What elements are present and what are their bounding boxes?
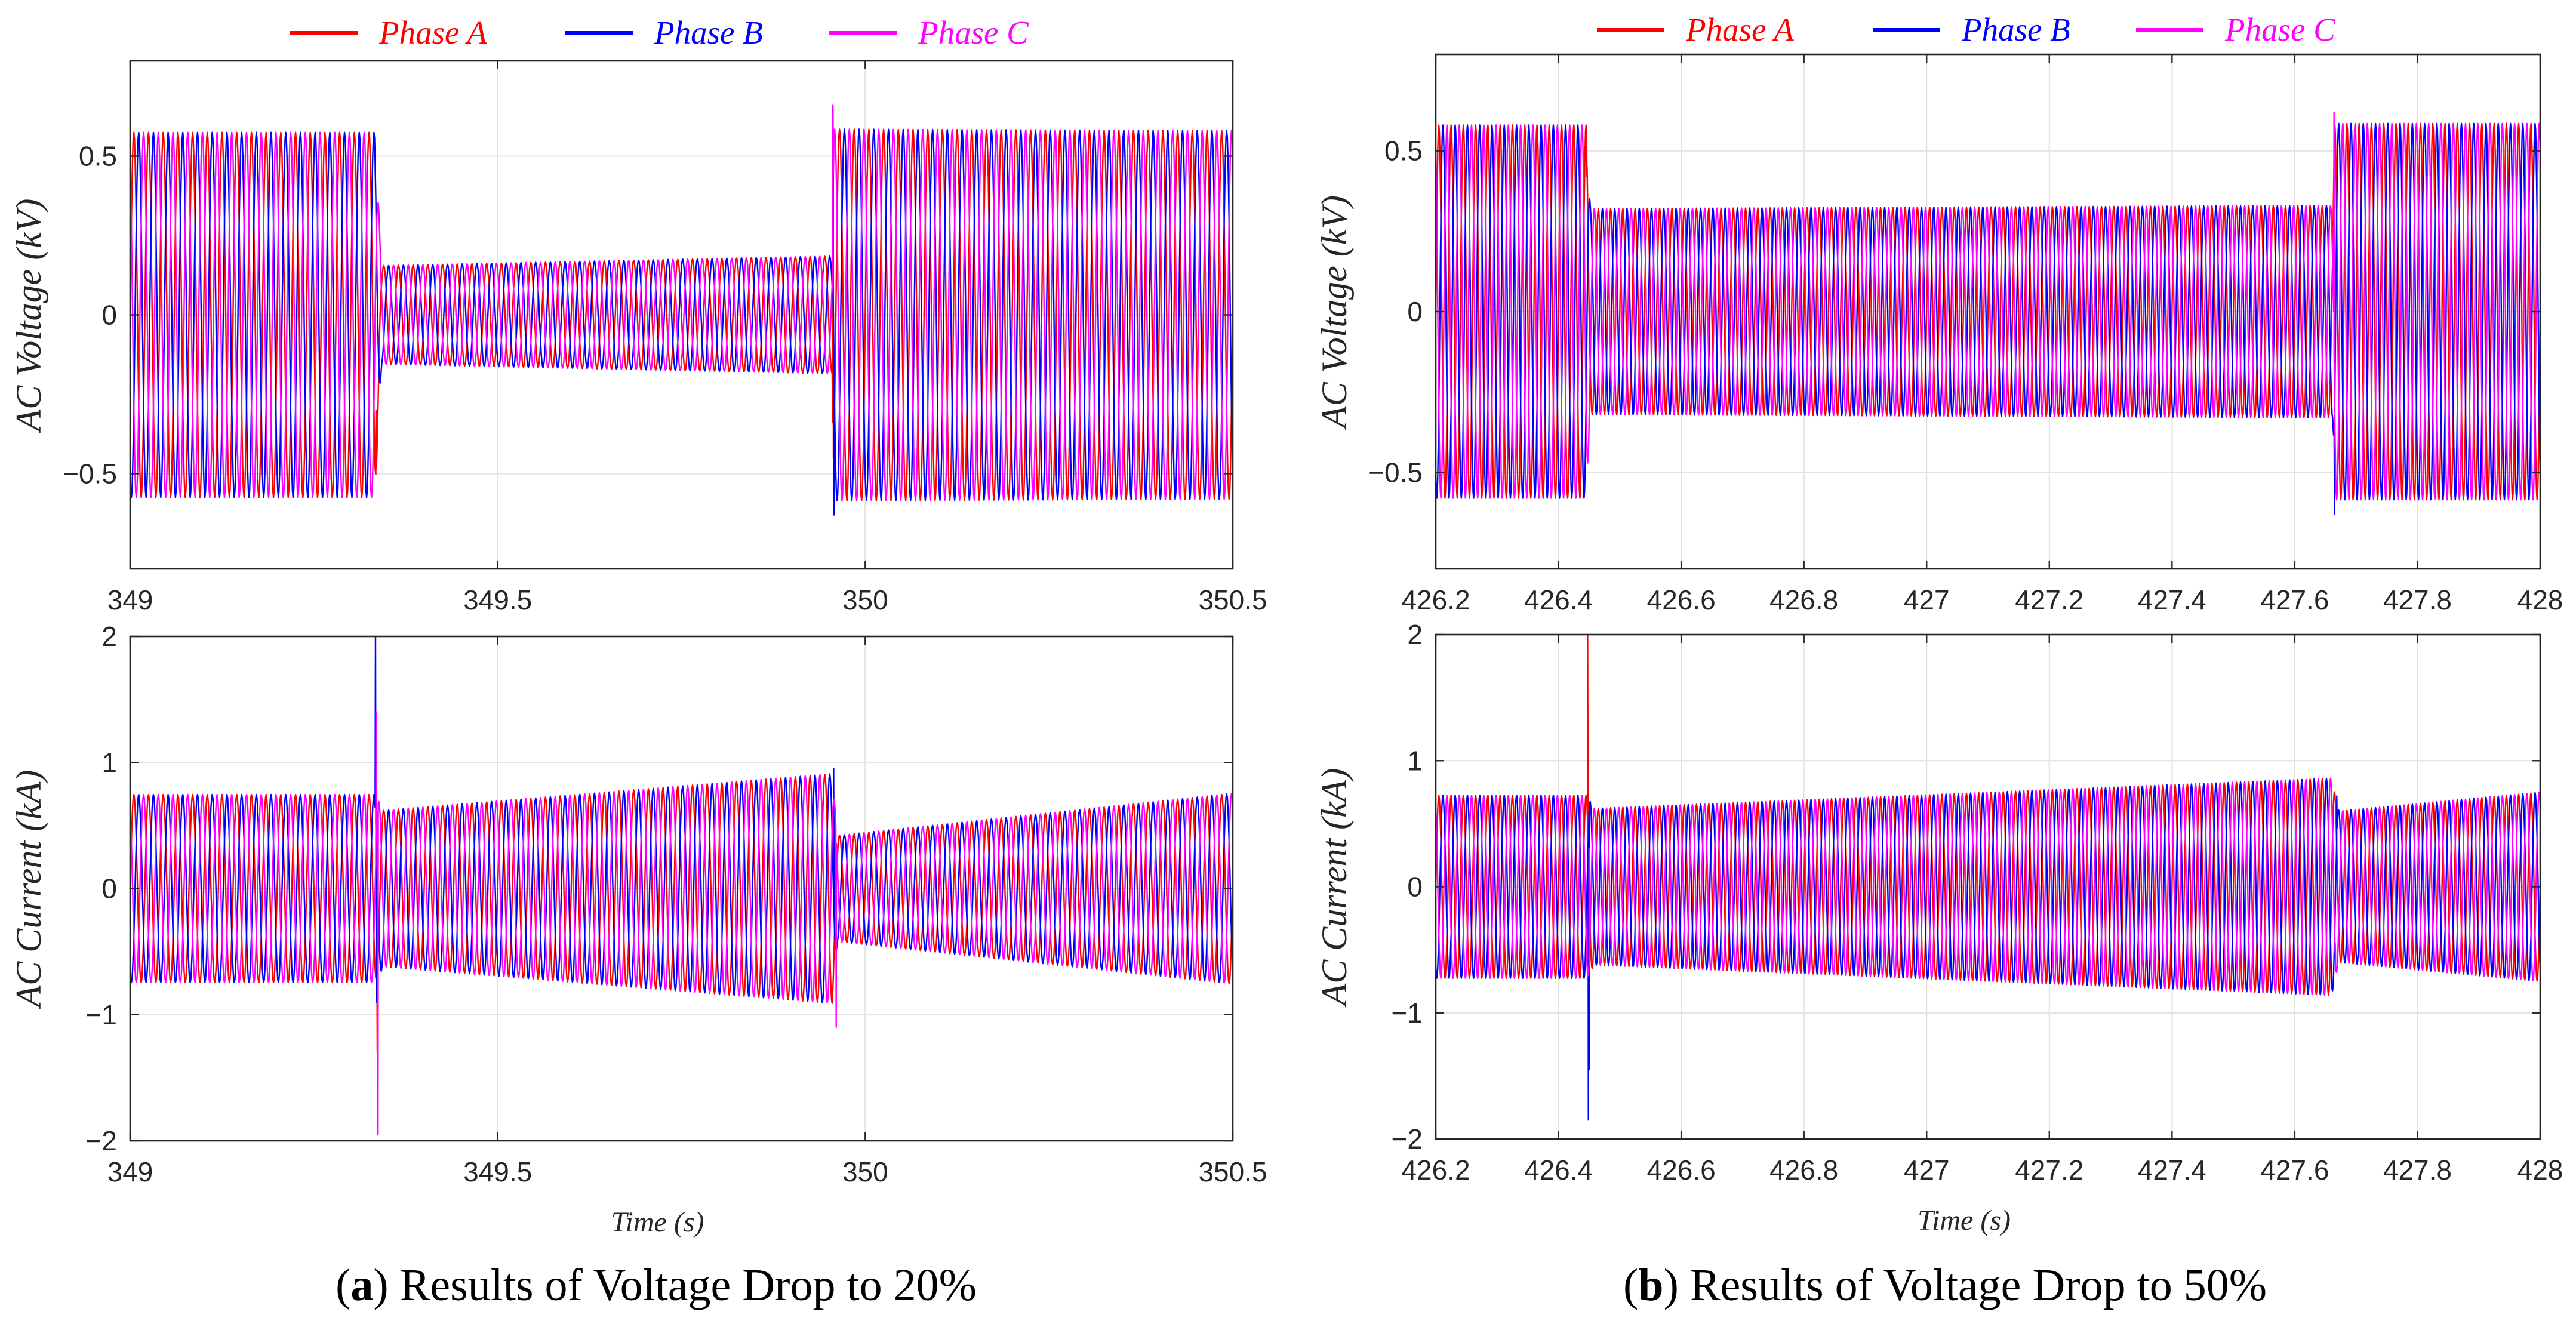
x-tick-label: 426.4: [1524, 584, 1593, 615]
panel-b-current-plot-phase-c-line: [1436, 777, 2540, 996]
y-tick-label: 0: [101, 873, 117, 904]
y-tick-label: 0.5: [79, 141, 117, 172]
y-tick-label: −2: [86, 1125, 117, 1156]
panel-a-voltage-plot-phase-b-line: [130, 128, 1233, 516]
panel-b-voltage-plot-waveforms: [1436, 111, 2540, 515]
panel-b-current-plot: 426.2 426.4 426.6 426.8 427 427.2 427.4 427.6 42…: [1315, 619, 2563, 1236]
y-tick-label: 1: [1407, 745, 1423, 776]
panel-a-current-plot-phase-b-line: [130, 635, 1233, 1003]
x-tick-label: 349.5: [463, 1156, 532, 1187]
caption-text: Results of Voltage Drop to 20%: [400, 1260, 977, 1310]
x-tick-label: 426.4: [1524, 1154, 1593, 1186]
y-tick-label: 0: [101, 300, 117, 331]
y-tick-label: 1: [101, 747, 117, 778]
x-tick-label: 350.5: [1198, 584, 1267, 615]
caption-panel-letter: a: [350, 1260, 373, 1310]
caption-close-paren: ): [373, 1260, 388, 1310]
panel-a-legend: Phase A Phase B Phase C: [290, 14, 1029, 51]
x-tick-label: 428: [2517, 584, 2563, 615]
panel-a-voltage-plot-phase-a-line: [130, 128, 1233, 501]
panel-b-current-plot-waveforms: [1436, 633, 2540, 1121]
panel-b-legend: Phase A Phase B Phase C: [1597, 11, 2336, 48]
x-tick-label: 426.2: [1401, 584, 1470, 615]
x-tick-label: 427.4: [2138, 1154, 2206, 1186]
x-tick-label: 426.2: [1401, 1154, 1470, 1186]
x-tick-label: 426.8: [1769, 584, 1838, 615]
x-tick-label: 349.5: [463, 584, 532, 615]
x-tick-label: 427.2: [2015, 1154, 2083, 1186]
x-tick-label: 427.2: [2015, 584, 2083, 615]
y-tick-label: 2: [1407, 619, 1423, 650]
y-tick-label: −1: [86, 999, 117, 1030]
y-tick-label: −1: [1392, 997, 1423, 1029]
x-tick-label: 426.8: [1769, 1154, 1838, 1186]
panel-a-current-plot-waveforms: [130, 635, 1233, 1135]
y-tick-label: 0: [1407, 872, 1423, 903]
legend-label-phase-c: Phase C: [2224, 11, 2336, 48]
x-axis-label: Time (s): [1918, 1205, 2011, 1236]
x-tick-label: 426.6: [1647, 1154, 1716, 1186]
y-tick-label: 2: [101, 621, 117, 652]
panel-a-caption: (a) Results of Voltage Drop to 20%: [336, 1260, 977, 1310]
y-tick-label: −2: [1392, 1123, 1423, 1154]
panel-b-voltage-plot-phase-b-line: [1436, 122, 2540, 515]
y-axis-label: AC Current (kA): [9, 770, 48, 1010]
panel-a-current-plot-phase-c-line: [130, 711, 1233, 1135]
caption-open-paren: (: [1623, 1260, 1638, 1310]
caption-text: Results of Voltage Drop to 50%: [1690, 1260, 2267, 1310]
panel-a: Phase A Phase B Phase C 349 349.5 350 350.5 −0.…: [9, 14, 1267, 1310]
x-tick-label: 349: [107, 584, 153, 615]
x-tick-label: 350.5: [1198, 1156, 1267, 1187]
y-axis-label: AC Voltage (kV): [9, 199, 48, 434]
y-tick-label: −0.5: [1368, 457, 1423, 488]
x-tick-label: 427.6: [2260, 1154, 2329, 1186]
caption-open-paren: (: [336, 1260, 350, 1310]
x-tick-label: 427.4: [2138, 584, 2206, 615]
legend-label-phase-b: Phase B: [1961, 11, 2070, 48]
x-tick-label: 350: [842, 584, 888, 615]
x-tick-label: 427.6: [2260, 584, 2329, 615]
panel-a-voltage-plot: 349 349.5 350 350.5 −0.5 0 0.5 AC Voltage (kV): [9, 60, 1267, 615]
legend-label-phase-b: Phase B: [654, 14, 763, 51]
panel-a-voltage-plot-waveforms: [130, 104, 1233, 516]
legend-label-phase-c: Phase C: [918, 14, 1029, 51]
panel-a-current-plot-phase-a-line: [130, 774, 1233, 1054]
y-tick-label: 0.5: [1384, 136, 1423, 167]
y-axis-label: AC Current (kA): [1315, 768, 1354, 1008]
x-tick-label: 426.6: [1647, 584, 1716, 615]
x-tick-label: 427.8: [2383, 1154, 2452, 1186]
legend-label-phase-a: Phase A: [1685, 11, 1794, 48]
x-tick-label: 428: [2517, 1154, 2563, 1186]
panel-b-voltage-plot-phase-c-line: [1436, 111, 2540, 501]
x-axis-label: Time (s): [611, 1206, 704, 1238]
x-tick-label: 350: [842, 1156, 888, 1187]
caption-panel-letter: b: [1638, 1260, 1663, 1310]
caption-close-paren: ): [1664, 1260, 1679, 1310]
panel-a-current-plot: 349 349.5 350 350.5 −2 −1 0 1 2 AC Current (kA) Ti…: [9, 621, 1267, 1238]
x-tick-label: 427: [1904, 584, 1950, 615]
y-axis-label: AC Voltage (kV): [1315, 195, 1354, 430]
panel-b-caption: (b) Results of Voltage Drop to 50%: [1623, 1260, 2267, 1310]
x-tick-label: 427.8: [2383, 584, 2452, 615]
y-tick-label: 0: [1407, 296, 1423, 327]
panel-b-voltage-plot-phase-a-line: [1436, 122, 2540, 501]
legend-label-phase-a: Phase A: [378, 14, 487, 51]
panel-a-voltage-plot-phase-c-line: [130, 104, 1233, 501]
panel-b-voltage-plot: 426.2 426.4 426.6 426.8 427 427.2 427.4 427.6 42…: [1315, 53, 2563, 615]
panel-b-current-plot-phase-b-line: [1436, 778, 2540, 1121]
x-tick-label: 349: [107, 1156, 153, 1187]
x-tick-label: 427: [1904, 1154, 1950, 1186]
y-tick-label: −0.5: [63, 458, 117, 489]
